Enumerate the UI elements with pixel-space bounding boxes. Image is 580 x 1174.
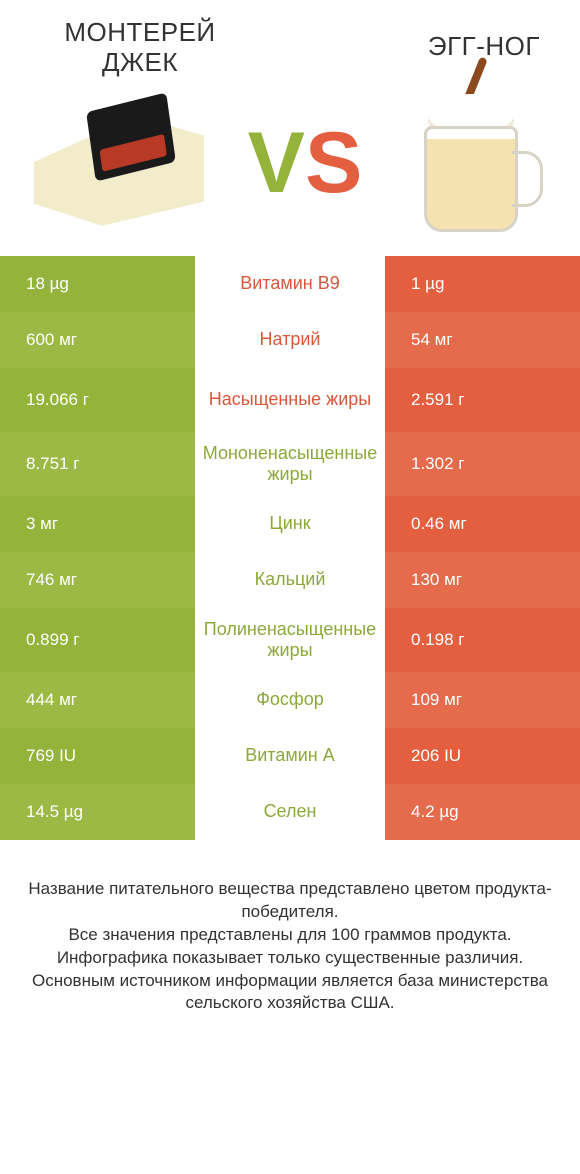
comparison-table: 18 µgВитамин B91 µg600 мгНатрий54 мг19.0… [0,256,580,840]
right-value: 4.2 µg [385,784,580,840]
table-row: 769 IUВитамин A206 IU [0,728,580,784]
table-row: 3 мгЦинк0.46 мг [0,496,580,552]
table-row: 746 мгКальций130 мг [0,552,580,608]
nutrient-label: Фосфор [195,672,385,728]
right-value: 1.302 г [385,432,580,496]
left-value: 19.066 г [0,368,195,432]
footer-notes: Название питательного вещества представл… [0,840,580,1016]
left-value: 3 мг [0,496,195,552]
nutrient-label: Полиненасыщенные жиры [195,608,385,672]
nutrient-label: Кальций [195,552,385,608]
table-row: 600 мгНатрий54 мг [0,312,580,368]
left-value: 600 мг [0,312,195,368]
nutrient-label: Мононенасыщенные жиры [195,432,385,496]
table-row: 8.751 гМононенасыщенные жиры1.302 г [0,432,580,496]
right-value: 109 мг [385,672,580,728]
left-product-title: МОНТЕРЕЙ ДЖЕК [30,18,250,78]
footer-line: Основным источником информации является … [26,970,554,1016]
right-product-title: ЭГГ-НОГ [330,18,550,62]
left-value: 0.899 г [0,608,195,672]
right-value: 1 µg [385,256,580,312]
footer-line: Все значения представлены для 100 граммо… [26,924,554,947]
table-row: 14.5 µgСелен4.2 µg [0,784,580,840]
table-row: 444 мгФосфор109 мг [0,672,580,728]
table-row: 19.066 гНасыщенные жиры2.591 г [0,368,580,432]
vs-label: VS [248,120,363,206]
header: МОНТЕРЕЙ ДЖЕК ЭГГ-НОГ [0,0,580,78]
footer-line: Инфографика показывает только существенн… [26,947,554,970]
vs-s: S [305,115,362,211]
nutrient-label: Витамин A [195,728,385,784]
left-value: 18 µg [0,256,195,312]
nutrient-label: Цинк [195,496,385,552]
nutrient-label: Селен [195,784,385,840]
right-value: 54 мг [385,312,580,368]
left-value: 8.751 г [0,432,195,496]
right-value: 130 мг [385,552,580,608]
right-value: 0.198 г [385,608,580,672]
vs-v: V [248,115,305,211]
right-value: 2.591 г [385,368,580,432]
nutrient-label: Натрий [195,312,385,368]
left-value: 444 мг [0,672,195,728]
right-value: 206 IU [385,728,580,784]
left-value: 14.5 µg [0,784,195,840]
hero-row: VS [0,78,580,256]
table-row: 0.899 гПолиненасыщенные жиры0.198 г [0,608,580,672]
left-value: 746 мг [0,552,195,608]
left-value: 769 IU [0,728,195,784]
right-value: 0.46 мг [385,496,580,552]
table-row: 18 µgВитамин B91 µg [0,256,580,312]
nutrient-label: Витамин B9 [195,256,385,312]
cheese-illustration [34,98,204,228]
eggnog-illustration [406,88,546,238]
footer-line: Название питательного вещества представл… [26,878,554,924]
nutrient-label: Насыщенные жиры [195,368,385,432]
